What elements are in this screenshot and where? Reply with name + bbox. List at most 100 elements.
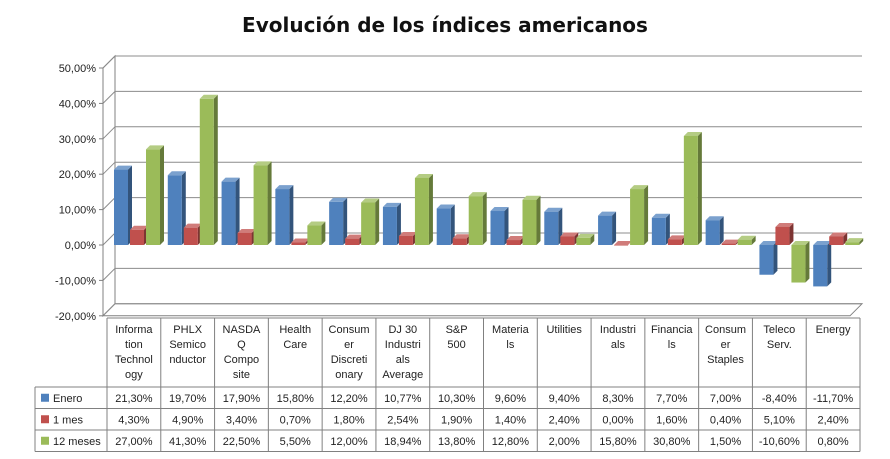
bar-front: [199, 98, 214, 245]
bar-top: [737, 235, 756, 240]
bar-top: [683, 131, 702, 136]
bar: [237, 228, 256, 245]
category-label-line: Industri: [600, 324, 636, 336]
bar-front: [845, 242, 860, 245]
category-label-line: Discreti: [331, 354, 368, 366]
bar-side: [160, 145, 164, 245]
bar-front: [775, 226, 790, 245]
bar-front: [221, 181, 236, 245]
bar-front: [253, 165, 268, 245]
bar-top: [130, 225, 148, 230]
category-label: Financia ls: [651, 324, 693, 351]
bar-front: [345, 238, 360, 245]
table-cell: 7,00%: [710, 393, 741, 405]
table-cell: 15,80%: [277, 393, 315, 405]
bar: [845, 238, 864, 245]
gridline: [102, 161, 862, 175]
bar-top: [506, 236, 525, 241]
table-cell: 8,30%: [602, 393, 633, 405]
bar-side: [321, 221, 326, 245]
bar: [468, 192, 487, 245]
category-label: Consum er Staples: [705, 324, 746, 366]
bar-top: [329, 197, 348, 202]
bar-front: [398, 236, 413, 245]
table-cell: 2,00%: [549, 436, 580, 448]
left-wall: [102, 54, 116, 318]
table-cell: 22,50%: [223, 436, 261, 448]
bar-top: [759, 241, 778, 245]
bar: [813, 241, 832, 287]
bar: [130, 225, 148, 245]
legend-label: 1 mes: [53, 414, 83, 426]
y-tick-label: -10,00%: [55, 275, 96, 287]
category-label-line: Consum: [705, 324, 746, 336]
bar: [329, 197, 348, 245]
bar: [307, 221, 326, 245]
bar: [775, 222, 794, 245]
bar: [221, 177, 240, 245]
bar-side: [789, 222, 794, 245]
bar-side: [751, 235, 756, 245]
bar-top: [452, 234, 471, 239]
bar-top: [490, 207, 509, 212]
bar: [146, 145, 164, 245]
bar-front: [791, 245, 806, 283]
table-cell: 15,80%: [599, 436, 637, 448]
table-cell: 1,90%: [441, 414, 472, 426]
category-label: DJ 30 Industri als Average: [382, 324, 423, 381]
bar-top: [307, 221, 326, 226]
bar-top: [237, 228, 256, 233]
gridline: [102, 303, 862, 317]
bar-side: [719, 216, 724, 245]
bar: [183, 223, 202, 245]
bar: [199, 94, 218, 245]
bar-top: [253, 161, 272, 166]
bars: [114, 94, 864, 287]
table-cell: 4,30%: [118, 414, 149, 426]
bar-top: [146, 145, 164, 150]
bar-top: [361, 198, 380, 203]
bar-top: [775, 222, 794, 227]
bar: [829, 232, 848, 245]
bar-front: [630, 189, 645, 245]
bar-top: [829, 232, 848, 237]
bar-top: [721, 239, 740, 244]
y-tick-label: 30,00%: [59, 134, 97, 146]
table-cell: 0,70%: [280, 414, 311, 426]
table-cell: 9,60%: [495, 393, 526, 405]
category-label-line: PHLX: [173, 324, 202, 336]
bar-top: [382, 202, 401, 207]
table-cell: 41,30%: [169, 436, 207, 448]
category-label-line: S&P: [446, 324, 468, 336]
bar-side: [827, 241, 832, 287]
bar-front: [382, 206, 397, 245]
bar-top: [183, 223, 202, 228]
category-label: Industri als: [600, 324, 636, 351]
bar-front: [414, 177, 429, 245]
table-cell: 10,30%: [438, 393, 476, 405]
category-label-line: site: [233, 369, 250, 381]
bar-front: [329, 201, 344, 245]
table-cell: 27,00%: [115, 436, 153, 448]
bar-side: [267, 161, 272, 245]
bar: [759, 241, 778, 275]
bar: [598, 211, 617, 245]
category-label-line: Utilities: [546, 324, 582, 336]
table-cell: 18,94%: [384, 436, 422, 448]
bar: [361, 198, 380, 245]
table-cell: 19,70%: [169, 393, 207, 405]
bar-side: [697, 131, 702, 245]
bar-side: [536, 195, 541, 245]
bar: [452, 234, 471, 245]
bar: [345, 234, 364, 245]
category-label-line: Consum: [329, 324, 370, 336]
table-cell: 17,90%: [223, 393, 261, 405]
bar-front: [146, 149, 160, 245]
table-cell: -11,70%: [813, 393, 853, 405]
bar-side: [773, 241, 778, 275]
category-label: Energy: [816, 324, 851, 336]
bar: [614, 241, 633, 246]
table-cell: -10,60%: [759, 436, 800, 448]
bar: [737, 235, 756, 245]
